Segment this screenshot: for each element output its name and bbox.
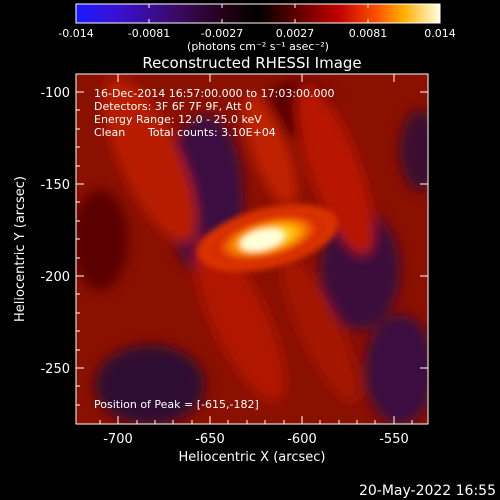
colorbar: -0.014 -0.0081 -0.0027 0.0027 0.0081 0.0…: [58, 3, 456, 53]
y-axis: [76, 91, 428, 406]
x-axis: [99, 74, 413, 424]
y-axis-label: Heliocentric Y (arcsec): [13, 176, 28, 322]
info-total-counts: Total counts: 3.10E+04: [147, 126, 276, 139]
x-tick-label: -550: [379, 432, 409, 447]
y-tick-label: -150: [40, 178, 70, 193]
info-algorithm: Clean: [94, 126, 125, 139]
y-tick-label: -250: [40, 362, 70, 377]
rhessi-image: [76, 74, 428, 424]
x-axis-label: Heliocentric X (arcsec): [179, 450, 326, 465]
x-tick-label: -700: [103, 432, 133, 447]
plot-frame: [75, 73, 429, 425]
x-tick-label: -650: [195, 432, 225, 447]
info-energy-range: Energy Range: 12.0 - 25.0 keV: [94, 113, 262, 126]
y-tick-label: -100: [40, 86, 70, 101]
colorbar-tick-label: -0.0027: [201, 27, 243, 40]
y-tick-label: -200: [40, 270, 70, 285]
colorbar-tick-label: 0.0081: [349, 27, 388, 40]
info-time-range: 16-Dec-2014 16:57:00.000 to 17:03:00.000: [94, 87, 335, 100]
colorbar-tick-label: -0.0081: [128, 27, 170, 40]
colorbar-tick-label: 0.014: [424, 27, 456, 40]
timestamp: 20-May-2022 16:55: [359, 483, 496, 499]
x-tick-label: -600: [287, 432, 317, 447]
colorbar-units: (photons cm⁻² s⁻¹ asec⁻²): [187, 40, 329, 53]
peak-position: Position of Peak = [-615,-182]: [94, 398, 259, 411]
colorbar-gradient: [75, 3, 441, 24]
colorbar-tick-label: 0.0027: [276, 27, 315, 40]
plot-title: Reconstructed RHESSI Image: [142, 54, 361, 72]
colorbar-tick-label: -0.014: [58, 27, 93, 40]
info-detectors: Detectors: 3F 6F 7F 9F, Att 0: [94, 100, 252, 113]
